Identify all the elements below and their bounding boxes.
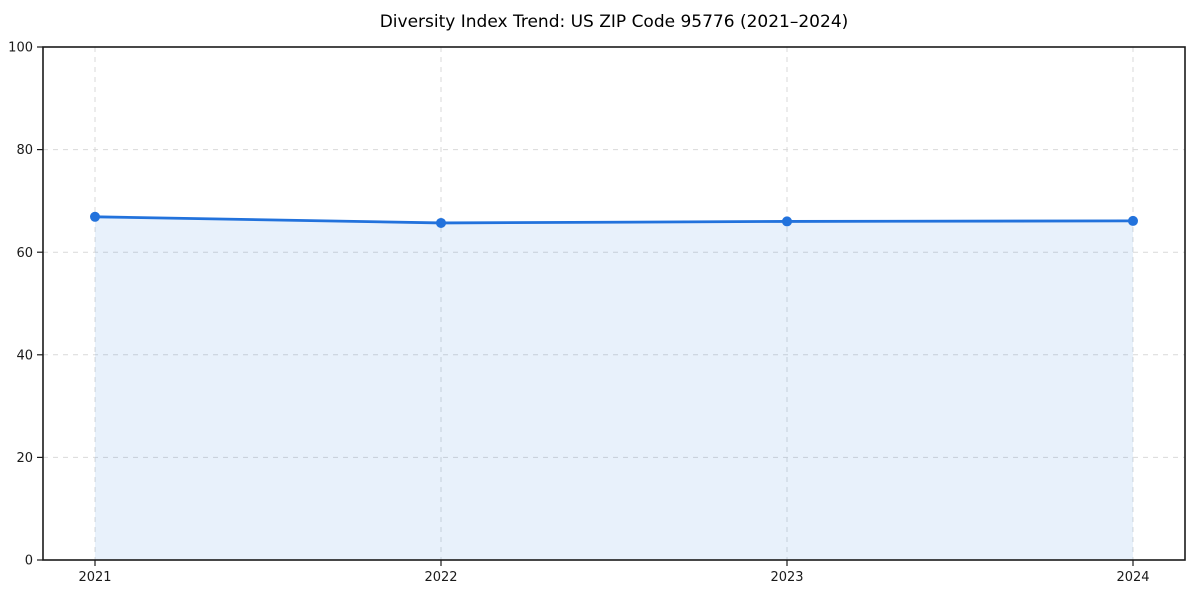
x-tick-label: 2024 [1116,570,1149,585]
chart-title: Diversity Index Trend: US ZIP Code 95776… [379,12,849,32]
axis-spines [42,46,1186,561]
y-tick-label: 60 [16,246,33,261]
y-tick-label: 80 [16,143,33,158]
data-point-marker [1128,215,1138,226]
y-tick-label: 40 [16,348,33,363]
y-tick-label: 20 [16,451,33,466]
x-tick-label: 2022 [424,570,457,585]
x-tick-label: 2021 [78,570,111,585]
data-point-marker [436,217,446,228]
data-point-marker [782,216,792,227]
data-point-marker [90,211,100,222]
area-fill [95,216,1133,561]
y-tick-label: 0 [25,554,33,569]
y-tick-label: 100 [8,41,33,56]
trend-line [93,215,1135,225]
x-tick-label: 2023 [770,570,803,585]
